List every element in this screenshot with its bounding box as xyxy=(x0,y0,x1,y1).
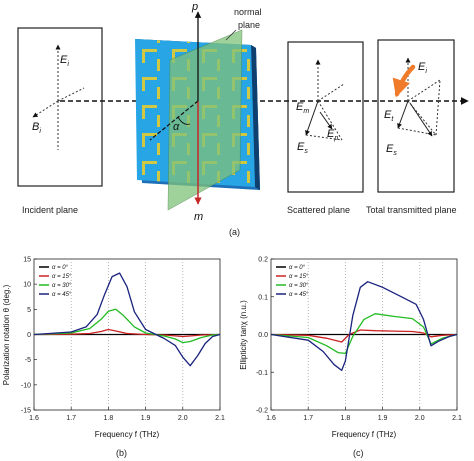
normal-plane-leader xyxy=(225,29,237,41)
panel-label-c: (c) xyxy=(353,448,364,458)
incident-fields xyxy=(32,44,85,150)
x-tick-label: 1.9 xyxy=(378,415,388,422)
normal-plane-label-2: plane xyxy=(238,20,260,30)
y-axis-label: Ellipticity tanχ (n.u.) xyxy=(239,300,248,370)
scattered-Es-label: Es xyxy=(297,141,308,155)
x-tick-label: 2.0 xyxy=(415,415,425,422)
ellipticity-chart: 1.6 1.7 1.8 1.9 2.0 2.1 -0.2 -0.1 0.0 0.1 0.2 α = … xyxy=(239,257,462,459)
y-tick-label: 0.0 xyxy=(258,332,268,339)
series-line xyxy=(270,281,458,372)
y-tick-label: 0.2 xyxy=(258,257,268,264)
panel-label-a: (a) xyxy=(229,227,240,237)
normal-plane-label: normal xyxy=(234,7,262,17)
transmitted-plane xyxy=(377,39,455,193)
legend-label: α = 0° xyxy=(52,265,69,271)
scattered-plane xyxy=(287,41,364,193)
x-tick-label: 1.7 xyxy=(303,415,313,422)
polarization-rotation-chart: 1.6 1.7 1.8 1.9 2.0 2.1 -15 -10 -5 0 5 10 15 α = 0° α… xyxy=(2,257,225,459)
panel-label-b: (b) xyxy=(116,448,127,458)
transmitted-Ei-label: Ei xyxy=(418,61,427,75)
x-axis-label: Frequency f (THz) xyxy=(95,430,160,439)
incident-B-label: Bi xyxy=(32,121,41,135)
legend-label: α = 45° xyxy=(289,292,309,298)
x-tick-label: 1.8 xyxy=(341,415,351,422)
scattered-fields xyxy=(305,59,345,141)
y-axis-label: Polarization rotation θ (deg.) xyxy=(2,284,11,385)
x-tick-label: 1.9 xyxy=(141,415,151,422)
x-tick-label: 1.7 xyxy=(66,415,76,422)
x-axis-label: Frequency f (THz) xyxy=(332,430,397,439)
y-tick-label: -10 xyxy=(21,382,31,389)
x-tick-label: 2.1 xyxy=(452,415,462,422)
series-line xyxy=(33,272,221,367)
y-tick-label: -0.1 xyxy=(256,370,268,377)
x-tick-label: 1.6 xyxy=(266,415,276,422)
x-tick-label: 1.6 xyxy=(29,415,39,422)
x-tick-label: 2.1 xyxy=(215,415,225,422)
y-tick-label: -15 xyxy=(21,408,31,415)
scattered-Em-label: Em xyxy=(296,101,309,115)
scattered-plane-label: Scattered plane xyxy=(287,205,350,215)
series-line xyxy=(33,308,221,344)
p-axis-label: p xyxy=(191,1,198,13)
transmitted-plane-label: Total transmitted plane xyxy=(366,205,457,215)
y-tick-label: -0.2 xyxy=(256,408,268,415)
y-tick-label: 0.1 xyxy=(258,294,268,301)
schematic-diagram: Ei Bi Incident plane normal plane p m α … xyxy=(17,1,469,237)
y-tick-label: 0 xyxy=(27,332,31,339)
incident-E-label: Ei xyxy=(60,54,69,68)
y-tick-label: 10 xyxy=(23,282,31,289)
normal-plane xyxy=(167,29,243,211)
legend-label: α = 15° xyxy=(52,274,72,280)
rotation-arrow xyxy=(392,64,416,98)
y-tick-label: 5 xyxy=(27,307,31,314)
y-tick-label: -5 xyxy=(25,357,31,364)
incident-plane-label: Incident plane xyxy=(22,205,78,215)
alpha-label: α xyxy=(173,121,180,133)
series-line xyxy=(270,313,458,355)
alpha-diagonal xyxy=(149,100,199,141)
alpha-arc xyxy=(177,116,191,125)
x-tick-label: 2.0 xyxy=(178,415,188,422)
m-axis-label: m xyxy=(194,211,203,223)
legend-label: α = 0° xyxy=(289,265,306,271)
series-line xyxy=(270,329,458,343)
x-tick-label: 1.8 xyxy=(104,415,114,422)
y-tick-label: 15 xyxy=(23,257,31,264)
series-line xyxy=(33,328,221,338)
legend-label: α = 15° xyxy=(289,274,309,280)
transmitted-Et-label: Et xyxy=(384,109,394,123)
legend-label: α = 30° xyxy=(289,283,309,289)
legend-label: α = 45° xyxy=(52,292,72,298)
legend-label: α = 30° xyxy=(52,283,72,289)
transmitted-Es-label: Es xyxy=(386,143,397,157)
incident-plane xyxy=(17,27,103,187)
scattered-Ep-label: Ep xyxy=(327,128,338,142)
